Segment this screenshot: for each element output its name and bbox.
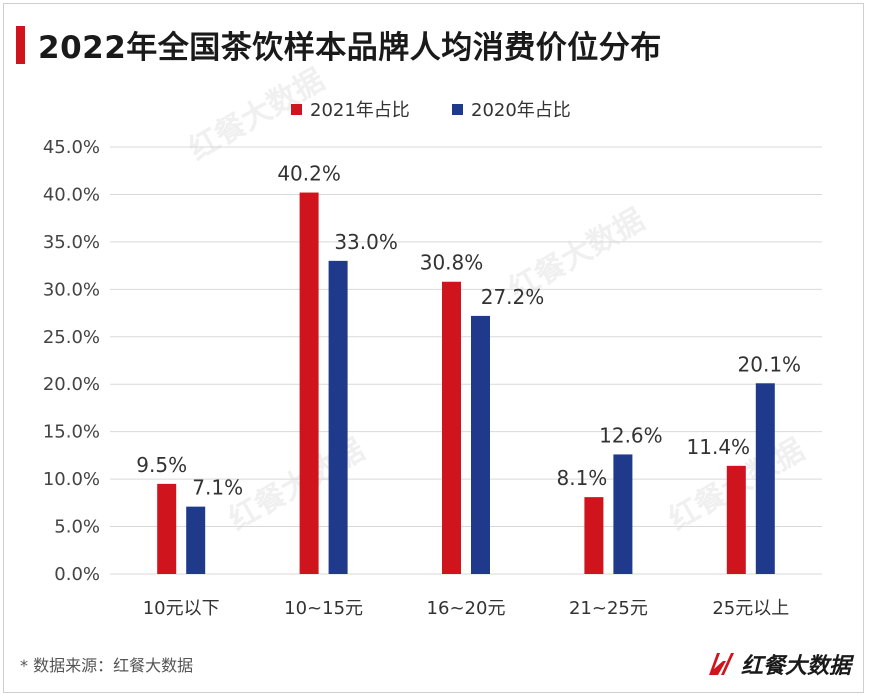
data-label-2020: 20.1%	[738, 352, 802, 376]
bar-2020	[755, 383, 775, 574]
bar-2021	[299, 192, 319, 574]
y-tick-label: 40.0%	[43, 184, 100, 205]
legend: 2021年占比 2020年占比	[0, 96, 869, 122]
data-label-2020: 12.6%	[599, 423, 663, 447]
x-tick-label: 21~25元	[569, 598, 648, 619]
legend-swatch-2020	[452, 103, 463, 115]
legend-item-2020: 2020年占比	[452, 96, 571, 122]
bar-2021	[726, 465, 746, 574]
y-tick-label: 45.0%	[43, 137, 100, 158]
brand-logo-text: 红餐大数据	[740, 654, 851, 679]
brand-logo-icon	[708, 653, 734, 675]
data-label-2020: 33.0%	[334, 230, 398, 254]
y-tick-label: 30.0%	[43, 279, 100, 300]
data-source-note: * 数据来源：红餐大数据	[20, 656, 194, 675]
legend-label-2020: 2020年占比	[471, 100, 571, 121]
brand-logo: 红餐大数据	[705, 648, 851, 680]
y-tick-label: 20.0%	[43, 374, 100, 395]
legend-swatch-2021	[291, 103, 302, 115]
chart-frame	[3, 3, 864, 693]
bar-2020	[186, 506, 206, 574]
data-label-2020: 27.2%	[481, 285, 545, 309]
legend-label-2021: 2021年占比	[310, 100, 410, 121]
y-tick-label: 35.0%	[43, 232, 100, 253]
data-label-2020: 7.1%	[192, 476, 243, 500]
x-tick-label: 10~15元	[284, 598, 363, 619]
title-accent-bar	[16, 26, 25, 64]
x-tick-label: 16~20元	[427, 598, 506, 619]
x-tick-label: 25元以上	[712, 598, 789, 619]
data-label-2021: 8.1%	[556, 466, 607, 490]
data-label-2021: 9.5%	[136, 453, 187, 477]
y-tick-label: 15.0%	[43, 422, 100, 443]
data-label-2021: 40.2%	[277, 162, 341, 186]
data-label-2021: 30.8%	[420, 251, 484, 275]
bar-2021	[157, 483, 177, 574]
y-tick-label: 5.0%	[54, 517, 100, 538]
chart-title: 2022年全国茶饮样本品牌人均消费价位分布	[38, 30, 662, 66]
bar-2021	[442, 281, 461, 574]
bar-2020	[471, 315, 490, 574]
data-label-2021: 11.4%	[687, 435, 751, 459]
bar-2020	[613, 454, 633, 574]
x-tick-label: 10元以下	[143, 598, 220, 619]
bar-2021	[584, 497, 604, 574]
legend-item-2021: 2021年占比	[291, 96, 410, 122]
y-tick-label: 10.0%	[43, 469, 100, 490]
y-tick-label: 0.0%	[54, 564, 100, 585]
bar-2020	[328, 260, 348, 574]
y-tick-label: 25.0%	[43, 327, 100, 348]
